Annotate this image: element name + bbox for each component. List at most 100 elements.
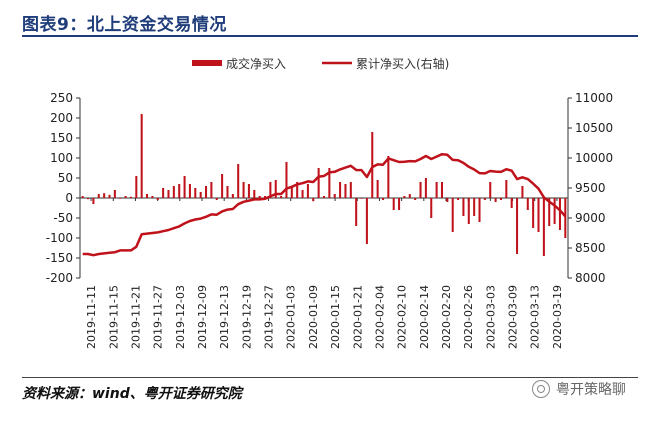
bar xyxy=(349,182,352,198)
bar xyxy=(365,198,368,244)
bar xyxy=(92,198,95,204)
bar xyxy=(521,186,524,198)
watermark-text: 粤开策略聊 xyxy=(556,382,626,398)
watermark: 粤开策略聊 xyxy=(532,379,626,399)
legend-swatch-bar xyxy=(192,60,222,66)
y-right-tick-label: 8000 xyxy=(575,271,606,285)
x-tick-label: 2019-11-21 xyxy=(129,285,142,349)
title-divider xyxy=(22,35,638,37)
y-left-tick-label: -200 xyxy=(46,271,73,285)
bar xyxy=(183,176,186,198)
bar xyxy=(414,198,417,200)
bar xyxy=(339,182,342,198)
bar xyxy=(210,182,213,198)
bar xyxy=(146,194,149,198)
bar xyxy=(398,198,401,210)
x-tick-label: 2020-01-21 xyxy=(351,285,364,349)
x-tick-label: 2020-01-09 xyxy=(307,285,320,349)
bar xyxy=(387,156,390,198)
bar xyxy=(129,196,132,198)
bar xyxy=(103,193,106,198)
bar xyxy=(156,198,159,200)
bar xyxy=(215,198,218,200)
bar xyxy=(419,182,422,198)
bar xyxy=(381,198,385,200)
x-tick-label: 2019-11-15 xyxy=(107,285,120,349)
bar xyxy=(360,198,363,199)
bar xyxy=(532,198,535,228)
x-tick-label: 2019-12-13 xyxy=(218,285,231,349)
y-right-tick-label: 10500 xyxy=(575,121,613,135)
y-right-tick-label: 10000 xyxy=(575,151,613,165)
chart-title: 图表9：北上资金交易情况 xyxy=(22,15,227,35)
bar xyxy=(494,198,497,202)
bar xyxy=(231,194,234,198)
bar xyxy=(446,198,449,202)
bar xyxy=(81,196,84,198)
bar xyxy=(435,182,438,198)
bar xyxy=(430,198,433,218)
y-right-tick-label: 11000 xyxy=(575,91,613,105)
y-left-tick-label: 200 xyxy=(50,111,73,125)
bar xyxy=(199,192,202,198)
bar xyxy=(167,190,170,198)
x-tick-label: 2019-12-03 xyxy=(174,285,187,349)
y-left-tick-label: 150 xyxy=(50,131,73,145)
bar xyxy=(408,194,411,198)
bar xyxy=(451,198,454,232)
bar xyxy=(97,194,100,198)
bar xyxy=(296,182,299,198)
legend-label-bar: 成交净买入 xyxy=(226,56,286,71)
bar xyxy=(376,180,379,198)
bar xyxy=(258,196,261,198)
bar xyxy=(274,180,277,198)
x-tick-label: 2020-03-03 xyxy=(484,285,497,349)
bar xyxy=(301,190,304,198)
bar xyxy=(457,198,460,200)
bar xyxy=(237,164,240,198)
bar xyxy=(135,176,138,198)
line-series xyxy=(82,152,567,257)
bar xyxy=(516,198,519,254)
bar xyxy=(285,162,288,198)
bar xyxy=(178,184,181,198)
bar xyxy=(526,198,529,210)
bar xyxy=(505,180,508,198)
bar xyxy=(253,190,256,198)
bar xyxy=(205,186,208,198)
bar xyxy=(87,198,90,200)
bar xyxy=(151,196,154,198)
y-right-tick-label: 9000 xyxy=(575,211,606,225)
source-divider xyxy=(22,377,638,378)
bar xyxy=(355,198,358,226)
y-right-tick-label: 9500 xyxy=(575,181,606,195)
source-note: 资料来源：wind、粤开证券研究院 xyxy=(22,386,242,402)
x-tick-label: 2019-11-11 xyxy=(85,285,98,349)
bar xyxy=(467,198,470,224)
y-left-tick-label: -100 xyxy=(46,231,73,245)
y-left-tick-label: -50 xyxy=(53,211,73,225)
x-tick-label: 2020-03-09 xyxy=(507,285,520,349)
bar xyxy=(172,186,175,198)
bar xyxy=(478,198,481,222)
x-tick-label: 2019-12-09 xyxy=(196,285,209,349)
axes: -200 -150 -100 -50 0 50 100 150 200 250 8000 8500 90… xyxy=(46,91,613,349)
chart-svg: 成交净买入 累计净买入(右轴) -200 -150 -100 -50 0 50 100 150… xyxy=(46,56,613,349)
bar xyxy=(483,198,486,200)
bar xyxy=(242,182,245,198)
bar xyxy=(108,194,111,198)
x-tick-label: 2020-01-15 xyxy=(329,285,342,349)
bar xyxy=(221,174,224,198)
bar xyxy=(317,168,320,198)
bar-series xyxy=(81,114,567,256)
x-tick-label: 2020-02-26 xyxy=(462,285,475,349)
x-tick-label: 2020-02-20 xyxy=(440,285,453,349)
legend-label-line: 累计净买入(右轴) xyxy=(356,56,449,71)
y-left-tick-label: 50 xyxy=(58,171,73,185)
bar xyxy=(548,198,551,226)
bar xyxy=(322,196,326,198)
bar xyxy=(328,168,331,198)
bar xyxy=(510,198,513,208)
x-tick-label: 2020-03-13 xyxy=(529,285,542,349)
bar xyxy=(542,198,545,256)
